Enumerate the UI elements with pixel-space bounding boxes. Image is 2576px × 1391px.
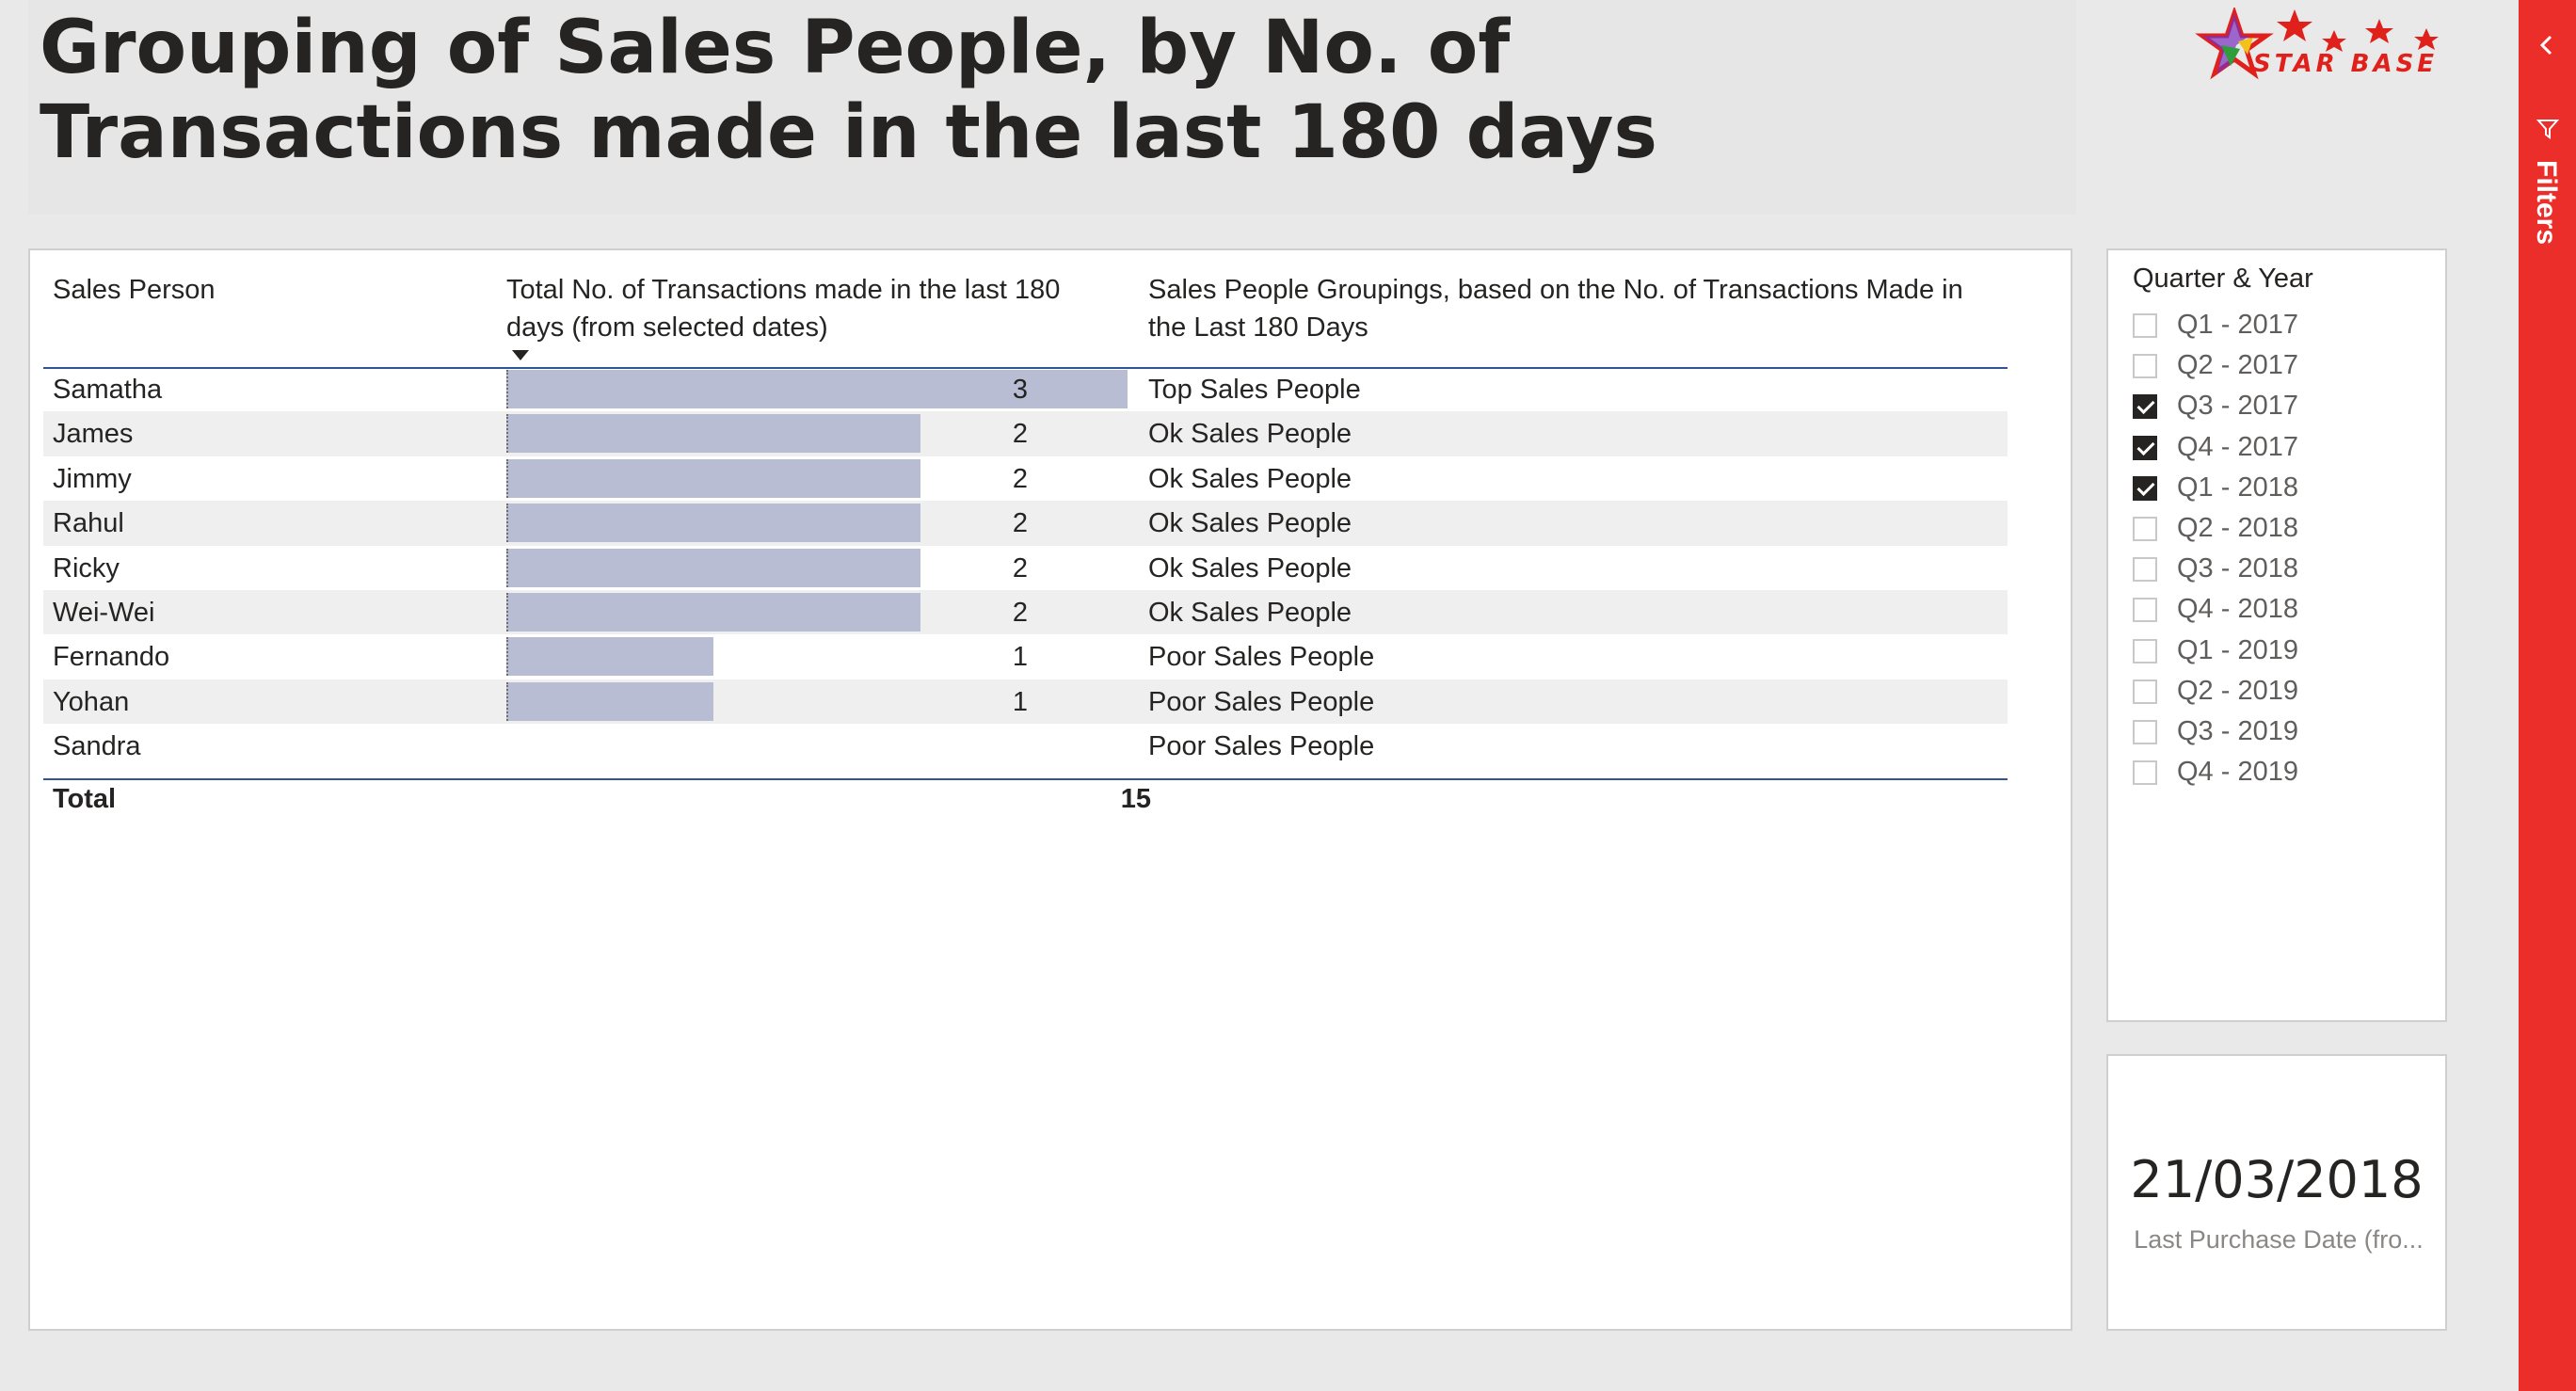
column-header-sales-person[interactable]: Sales Person xyxy=(53,275,216,305)
checkbox-checked[interactable] xyxy=(2133,394,2157,420)
grouping-cell: Poor Sales People xyxy=(1148,686,1375,717)
kpi-value: 21/03/2018 xyxy=(2130,1150,2424,1209)
slicer-item-label: Q2 - 2019 xyxy=(2177,675,2298,706)
table-row[interactable]: Fernando 1 Poor Sales People xyxy=(43,634,2008,679)
chevron-left-icon[interactable] xyxy=(2536,34,2557,56)
sales-person-cell: Jimmy xyxy=(53,463,132,494)
sales-person-cell: Wei-Wei xyxy=(53,597,155,628)
transactions-value-cell: 2 xyxy=(1012,419,1028,450)
checkbox-unchecked[interactable] xyxy=(2133,719,2157,744)
table-row[interactable]: Samatha 3 Top Sales People xyxy=(43,367,2008,411)
table-row[interactable]: Yohan 1 Poor Sales People xyxy=(43,679,2008,725)
last-purchase-card: 21/03/2018 Last Purchase Date (fro... xyxy=(2106,1054,2447,1331)
star-logo-icon xyxy=(2195,6,2439,80)
slicer-item-label: Q3 - 2017 xyxy=(2177,391,2298,422)
grouping-cell: Poor Sales People xyxy=(1148,642,1375,673)
data-bar xyxy=(506,637,713,677)
checkbox-unchecked[interactable] xyxy=(2133,313,2157,338)
sales-table[interactable]: Sales Person Total No. of Transactions m… xyxy=(28,248,2072,1331)
grouping-cell: Ok Sales People xyxy=(1148,419,1352,450)
checkbox-unchecked[interactable] xyxy=(2133,598,2157,623)
checkbox-unchecked[interactable] xyxy=(2133,557,2157,583)
slicer-item-label: Q4 - 2017 xyxy=(2177,431,2298,462)
total-label: Total xyxy=(53,783,117,814)
table-row[interactable]: Ricky 2 Ok Sales People xyxy=(43,546,2008,590)
slicer-item-label: Q3 - 2018 xyxy=(2177,553,2298,584)
table-header: Sales Person Total No. of Transactions m… xyxy=(43,260,2008,369)
filters-pane-collapsed[interactable]: Filters xyxy=(2519,0,2576,1391)
checkbox-unchecked[interactable] xyxy=(2133,679,2157,704)
transactions-value-cell: 2 xyxy=(1012,463,1028,494)
grouping-cell: Ok Sales People xyxy=(1148,597,1352,628)
grouping-cell: Top Sales People xyxy=(1148,375,1361,405)
table-body: Samatha 3 Top Sales People James 2 Ok Sales P… xyxy=(43,367,2008,769)
data-bar xyxy=(506,370,1128,408)
logo: STAR BASE xyxy=(2193,6,2466,98)
sales-person-cell: Samatha xyxy=(53,375,163,405)
slicer-title: Quarter & Year xyxy=(2133,264,2313,294)
sales-person-cell: Yohan xyxy=(53,686,130,717)
sales-person-cell: James xyxy=(53,419,134,450)
sales-person-cell: Ricky xyxy=(53,552,120,584)
slicer-item-label: Q4 - 2019 xyxy=(2177,757,2298,788)
filters-label[interactable]: Filters xyxy=(2531,160,2562,246)
data-bar xyxy=(506,681,713,721)
checkbox-checked[interactable] xyxy=(2133,435,2157,460)
table-row[interactable]: Rahul 2 Ok Sales People xyxy=(43,501,2008,546)
transactions-value-cell: 3 xyxy=(1012,375,1028,405)
column-header-transactions[interactable]: Total No. of Transactions made in the la… xyxy=(506,275,1061,343)
slicer-item-label: Q1 - 2018 xyxy=(2177,472,2298,503)
data-bar xyxy=(506,504,920,543)
logo-text: STAR BASE xyxy=(2253,50,2439,78)
slicer-item-label: Q4 - 2018 xyxy=(2177,594,2298,625)
transactions-value-cell: 2 xyxy=(1012,597,1028,628)
transactions-value-cell: 1 xyxy=(1012,686,1028,717)
data-bar xyxy=(506,414,920,454)
sales-person-cell: Rahul xyxy=(53,508,124,539)
slicer-item-label: Q3 - 2019 xyxy=(2177,715,2298,746)
slicer-item-label: Q2 - 2018 xyxy=(2177,512,2298,543)
total-divider xyxy=(43,777,2008,780)
data-bar xyxy=(506,592,920,632)
slicer-item-label: Q1 - 2019 xyxy=(2177,634,2298,665)
title-card: Grouping of Sales People, by No. of Tran… xyxy=(28,0,2439,215)
checkbox-checked[interactable] xyxy=(2133,475,2157,501)
report-title: Grouping of Sales People, by No. of Tran… xyxy=(40,6,1657,175)
funnel-icon xyxy=(2536,120,2559,139)
slicer-item-label: Q2 - 2017 xyxy=(2177,350,2298,381)
sales-person-cell: Fernando xyxy=(53,642,170,673)
checkbox-unchecked[interactable] xyxy=(2133,354,2157,379)
data-bar xyxy=(506,548,920,587)
kpi-label: Last Purchase Date (fro... xyxy=(2134,1225,2424,1254)
table-row[interactable]: Wei-Wei 2 Ok Sales People xyxy=(43,589,2008,635)
grouping-cell: Ok Sales People xyxy=(1148,463,1352,494)
transactions-value-cell: 1 xyxy=(1012,642,1028,673)
slicer-item-label: Q1 - 2017 xyxy=(2177,310,2298,340)
table-row[interactable]: Sandra Poor Sales People xyxy=(43,724,2008,768)
sort-descending-icon[interactable] xyxy=(512,350,529,360)
table-row[interactable]: Jimmy 2 Ok Sales People xyxy=(43,456,2008,501)
grouping-cell: Ok Sales People xyxy=(1148,508,1352,539)
table-row[interactable]: James 2 Ok Sales People xyxy=(43,411,2008,456)
checkbox-unchecked[interactable] xyxy=(2133,760,2157,786)
report-canvas: Grouping of Sales People, by No. of Tran… xyxy=(0,0,2524,1391)
checkbox-unchecked[interactable] xyxy=(2133,638,2157,664)
sales-person-cell: Sandra xyxy=(53,731,141,762)
grouping-cell: Poor Sales People xyxy=(1148,731,1375,762)
checkbox-unchecked[interactable] xyxy=(2133,516,2157,541)
transactions-value-cell: 2 xyxy=(1012,508,1028,539)
data-bar xyxy=(506,458,920,498)
total-value: 15 xyxy=(1120,783,1151,814)
quarter-year-slicer: Quarter & Year Q1 - 2017 Q2 - 2017 Q3 - 20… xyxy=(2106,248,2447,1022)
column-header-groupings[interactable]: Sales People Groupings, based on the No.… xyxy=(1148,275,1963,343)
transactions-value-cell: 2 xyxy=(1012,552,1028,584)
grouping-cell: Ok Sales People xyxy=(1148,552,1352,584)
